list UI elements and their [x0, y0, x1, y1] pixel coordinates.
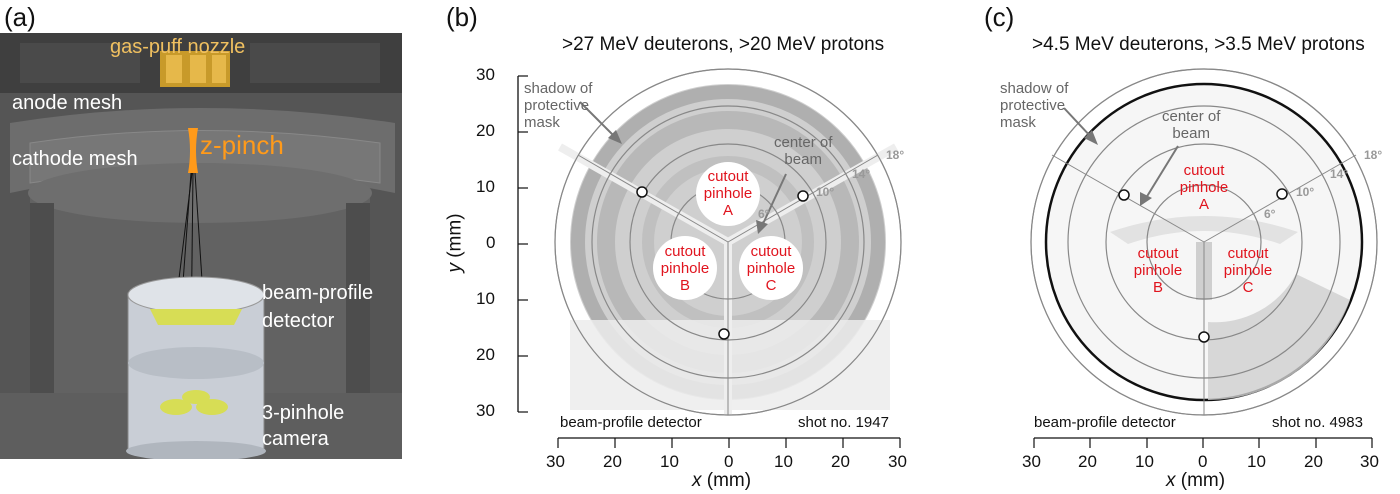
pinhole-c-label: cutout pinhole C	[1223, 245, 1273, 296]
angle-label-14: 14°	[852, 167, 871, 181]
cad-illustration	[0, 33, 402, 459]
angle-label-6: 6°	[1264, 207, 1276, 221]
panel-c-letter: (c)	[984, 2, 1015, 32]
x-tick: 10	[1247, 452, 1266, 471]
pinhole-a-label: cutout pinhole A	[1179, 162, 1229, 213]
y-axis-label: y (mm)	[444, 213, 466, 273]
x-tick: 10	[774, 452, 793, 471]
panel-b-letter: (b)	[446, 2, 478, 32]
center-of-beam-label: center of beam	[1162, 108, 1221, 142]
x-tick: 0	[1198, 452, 1208, 471]
pinhole-b-cutout	[653, 236, 717, 300]
panel-c-title: >4.5 MeV deuterons, >3.5 MeV protons	[1032, 34, 1365, 55]
y-tick: 20	[476, 345, 495, 364]
x-tick: 30	[1022, 452, 1041, 471]
label-gas-puff-nozzle: gas-puff nozzle	[110, 36, 246, 58]
angle-label-18: 18°	[886, 148, 905, 162]
pinhole-a-cutout	[696, 162, 760, 226]
y-tick: 10	[476, 289, 495, 308]
pinhole-c-label: cutout pinhole C	[746, 243, 796, 294]
panel-b-title: >27 MeV deuterons, >20 MeV protons	[562, 34, 885, 55]
label-camera-1: 3-pinhole	[262, 402, 345, 424]
x-tick: 10	[1135, 452, 1154, 471]
panel-c-figure	[1030, 68, 1378, 448]
y-tick: 30	[476, 401, 495, 420]
y-tick: 30	[476, 65, 495, 84]
panel-c: (c) >4.5 MeV deuterons, >3.5 MeV protons	[940, 0, 1400, 494]
panel-b-figure	[517, 68, 902, 448]
x-tick: 20	[1078, 452, 1097, 471]
x-tick: 30	[888, 452, 907, 471]
x-axis-label: x (mm)	[692, 470, 752, 491]
y-tick: 10	[476, 177, 495, 196]
angle-label-10: 10°	[816, 185, 835, 199]
x-tick: 20	[831, 452, 850, 471]
shot-number: shot no. 1947	[798, 414, 889, 431]
angle-label-18: 18°	[1364, 148, 1383, 162]
x-axis-label: x (mm)	[1166, 470, 1226, 491]
x-tick: 30	[546, 452, 565, 471]
label-beam-profile-2: detector	[262, 310, 335, 332]
x-tick: 20	[1304, 452, 1323, 471]
label-cathode-mesh: cathode mesh	[12, 148, 138, 170]
shadow-label: shadow of protective mask	[1000, 80, 1069, 131]
label-beam-profile-1: beam-profile	[262, 282, 374, 304]
pinhole-a-label: cutout pinhole A	[703, 168, 753, 219]
x-tick: 30	[1360, 452, 1379, 471]
angle-label-14: 14°	[1330, 167, 1349, 181]
cad-render	[0, 33, 402, 459]
x-tick: 10	[660, 452, 679, 471]
panel-a: (a) gas-puff nozzle anode mesh cathode m…	[0, 0, 410, 494]
angle-label-6: 6°	[758, 207, 770, 221]
label-camera-2: camera	[262, 428, 329, 450]
detector-caption: beam-profile detector	[560, 414, 702, 431]
panel-b: (b) >27 MeV deuterons, >20 MeV protons	[440, 0, 930, 494]
center-of-beam-label: center of beam	[774, 134, 833, 168]
pinhole-b-label: cutout pinhole B	[1133, 245, 1183, 296]
detector-caption: beam-profile detector	[1034, 414, 1176, 431]
shot-number: shot no. 4983	[1272, 414, 1363, 431]
shadow-label: shadow of protective mask	[524, 80, 593, 131]
angle-label-10: 10°	[1296, 185, 1315, 199]
pinhole-c-cutout	[739, 236, 803, 300]
x-tick: 0	[724, 452, 734, 471]
x-tick: 20	[603, 452, 622, 471]
label-anode-mesh: anode mesh	[12, 92, 123, 114]
panel-a-letter: (a)	[4, 2, 36, 32]
y-tick: 20	[476, 121, 495, 140]
y-tick: 0	[486, 233, 496, 252]
pinhole-b-label: cutout pinhole B	[660, 243, 710, 294]
label-z-pinch: z-pinch	[200, 130, 284, 160]
